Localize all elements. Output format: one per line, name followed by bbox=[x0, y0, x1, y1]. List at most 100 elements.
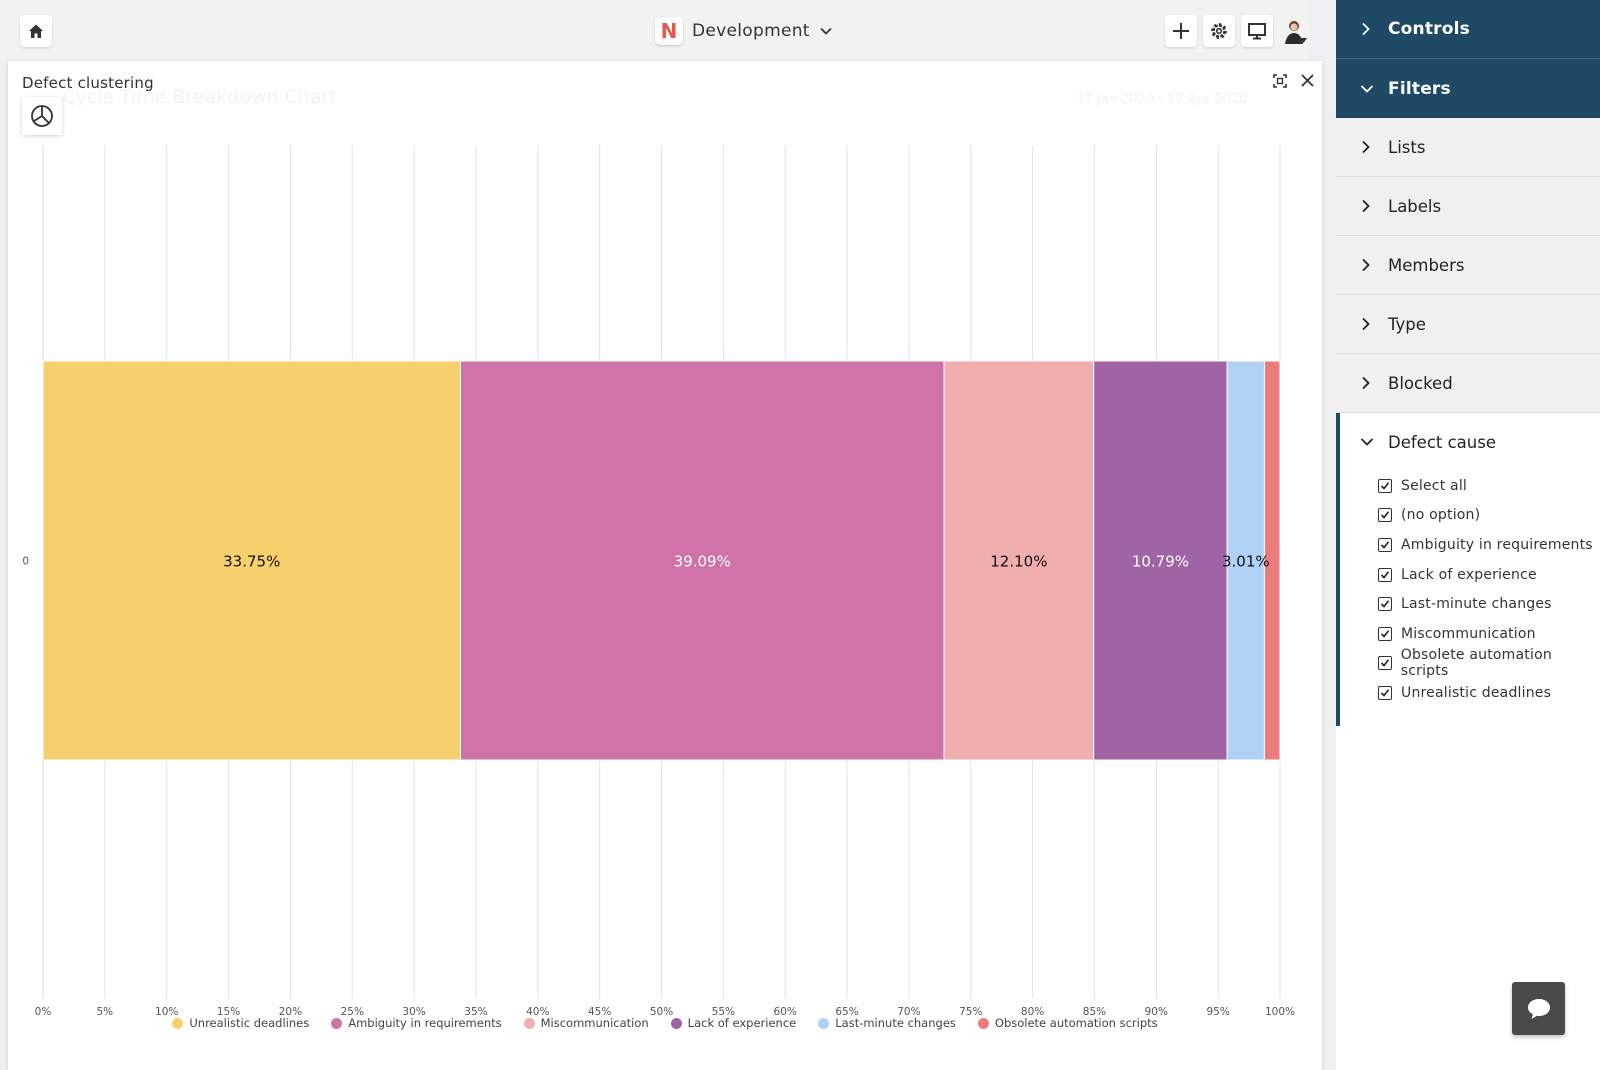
defect-cause-label: Defect cause bbox=[1388, 432, 1496, 452]
x-tick-label: 10% bbox=[155, 1006, 178, 1018]
controls-header[interactable]: Controls bbox=[1336, 0, 1600, 59]
ghost-chart-title: Cycle Time Breakdown Chart bbox=[62, 86, 337, 108]
x-tick-label: 75% bbox=[959, 1006, 982, 1018]
x-tick-label: 85% bbox=[1083, 1006, 1106, 1018]
filter-section-type[interactable]: Type bbox=[1336, 295, 1600, 354]
pie-chart-icon bbox=[31, 105, 53, 127]
defect-cause-options: Select all (no option) Ambiguity in requir… bbox=[1340, 471, 1600, 726]
checkbox[interactable] bbox=[1378, 537, 1392, 552]
checkbox[interactable] bbox=[1378, 626, 1392, 641]
legend-swatch bbox=[331, 1017, 343, 1029]
board-logo: N bbox=[655, 17, 683, 45]
legend-label: Last-minute changes bbox=[835, 1016, 956, 1030]
data-label: 39.09% bbox=[674, 553, 731, 571]
legend-label: Lack of experience bbox=[687, 1016, 797, 1030]
home-button[interactable] bbox=[20, 15, 52, 47]
defect-cause-header[interactable]: Defect cause bbox=[1340, 413, 1600, 471]
filter-section-lists[interactable]: Lists bbox=[1336, 118, 1600, 177]
checkbox-label: Miscommunication bbox=[1401, 625, 1536, 642]
checkbox[interactable] bbox=[1378, 656, 1392, 671]
filters-header[interactable]: Filters bbox=[1336, 59, 1600, 118]
check-icon bbox=[1380, 482, 1390, 490]
chart-type-button[interactable] bbox=[22, 97, 62, 135]
chevron-down-icon bbox=[1360, 84, 1374, 93]
x-tick-label: 60% bbox=[774, 1006, 797, 1018]
checkbox[interactable] bbox=[1378, 478, 1392, 493]
x-tick-label: 50% bbox=[650, 1006, 673, 1018]
filter-section-blocked[interactable]: Blocked bbox=[1336, 354, 1600, 413]
legend-swatch bbox=[818, 1017, 830, 1029]
legend-label: Miscommunication bbox=[540, 1016, 649, 1030]
chevron-right-icon bbox=[1362, 22, 1370, 36]
data-label: 10.79% bbox=[1132, 553, 1189, 571]
legend-item[interactable]: Unrealistic deadlines bbox=[172, 1016, 309, 1030]
board-title: Development bbox=[692, 21, 810, 41]
defect-cause-option[interactable]: Ambiguity in requirements bbox=[1378, 530, 1600, 560]
chat-button[interactable] bbox=[1512, 982, 1565, 1035]
defect-cause-option[interactable]: Unrealistic deadlines bbox=[1378, 678, 1600, 708]
filter-section-label: Lists bbox=[1388, 137, 1426, 157]
legend-swatch bbox=[670, 1017, 682, 1029]
legend-swatch bbox=[977, 1017, 989, 1029]
checkbox[interactable] bbox=[1378, 597, 1392, 612]
presentation-button[interactable] bbox=[1241, 15, 1273, 47]
monitor-icon bbox=[1248, 23, 1266, 40]
x-tick-label: 0% bbox=[35, 1006, 52, 1018]
checkbox-label: Ambiguity in requirements bbox=[1401, 536, 1593, 553]
y-tick-label: 0 bbox=[22, 556, 29, 568]
legend-label: Obsolete automation scripts bbox=[994, 1016, 1158, 1030]
board-switcher[interactable]: N Development bbox=[655, 16, 833, 46]
fullscreen-icon bbox=[1273, 74, 1287, 88]
defect-cause-option[interactable]: Obsolete automation scripts bbox=[1378, 647, 1600, 680]
defect-cause-option[interactable]: Lack of experience bbox=[1378, 560, 1600, 590]
check-icon bbox=[1380, 630, 1390, 638]
legend-swatch bbox=[172, 1017, 184, 1029]
filter-section-label: Members bbox=[1388, 255, 1465, 275]
defect-clustering-chart: 0% 5% 10% 15% 20% 25% 30% 35% 40% 45% 50% 55% 60% 65%… bbox=[22, 145, 1295, 1018]
checkbox-label: Lack of experience bbox=[1401, 566, 1537, 583]
close-icon bbox=[1300, 73, 1314, 87]
x-tick-label: 15% bbox=[217, 1006, 240, 1018]
ghost-date-range: 17 Jan 2020 - 17 Apr 2020 bbox=[1076, 92, 1248, 107]
x-tick-label: 35% bbox=[464, 1006, 487, 1018]
check-icon bbox=[1380, 511, 1390, 520]
plus-icon bbox=[1173, 23, 1189, 39]
filter-section-defect-cause: Defect cause Select all (no option) Ambigu… bbox=[1336, 413, 1600, 726]
checkbox[interactable] bbox=[1378, 508, 1392, 523]
x-tick-label: 90% bbox=[1145, 1006, 1168, 1018]
legend-item[interactable]: Obsolete automation scripts bbox=[977, 1016, 1158, 1030]
filters-label: Filters bbox=[1388, 78, 1451, 99]
legend-item[interactable]: Lack of experience bbox=[670, 1016, 797, 1030]
checkbox[interactable] bbox=[1378, 567, 1392, 582]
chevron-right-icon bbox=[1362, 199, 1370, 213]
home-icon bbox=[29, 24, 43, 38]
defect-cause-option[interactable]: Miscommunication bbox=[1378, 619, 1600, 649]
bar-segment-3 bbox=[943, 360, 1095, 761]
legend-item[interactable]: Last-minute changes bbox=[818, 1016, 956, 1030]
check-icon bbox=[1380, 600, 1390, 608]
data-label: 12.10% bbox=[990, 553, 1047, 571]
bar-segment-1 bbox=[42, 360, 461, 761]
chevron-right-icon bbox=[1362, 140, 1370, 154]
close-button[interactable] bbox=[1298, 71, 1316, 89]
fullscreen-button[interactable] bbox=[1272, 73, 1288, 89]
checkbox-label: (no option) bbox=[1401, 507, 1481, 524]
x-tick-label: 65% bbox=[835, 1006, 858, 1018]
legend-item[interactable]: Miscommunication bbox=[523, 1016, 649, 1030]
filter-section-members[interactable]: Members bbox=[1336, 236, 1600, 295]
defect-cause-option[interactable]: Select all bbox=[1378, 471, 1600, 501]
chat-icon bbox=[1527, 998, 1550, 1019]
checkbox-label: Obsolete automation scripts bbox=[1400, 647, 1552, 680]
settings-button[interactable] bbox=[1203, 15, 1235, 47]
defect-cause-option[interactable]: Last-minute changes bbox=[1378, 589, 1600, 619]
defect-cause-option[interactable]: (no option) bbox=[1378, 501, 1600, 531]
checkbox[interactable] bbox=[1378, 685, 1392, 700]
x-tick-label: 20% bbox=[279, 1006, 302, 1018]
filter-section-labels[interactable]: Labels bbox=[1336, 177, 1600, 236]
legend-item[interactable]: Ambiguity in requirements bbox=[331, 1016, 502, 1030]
x-tick-label: 45% bbox=[588, 1006, 611, 1018]
chevron-right-icon bbox=[1362, 317, 1370, 331]
controls-label: Controls bbox=[1388, 19, 1470, 39]
add-button[interactable] bbox=[1165, 15, 1197, 47]
user-avatar[interactable] bbox=[1279, 15, 1311, 47]
